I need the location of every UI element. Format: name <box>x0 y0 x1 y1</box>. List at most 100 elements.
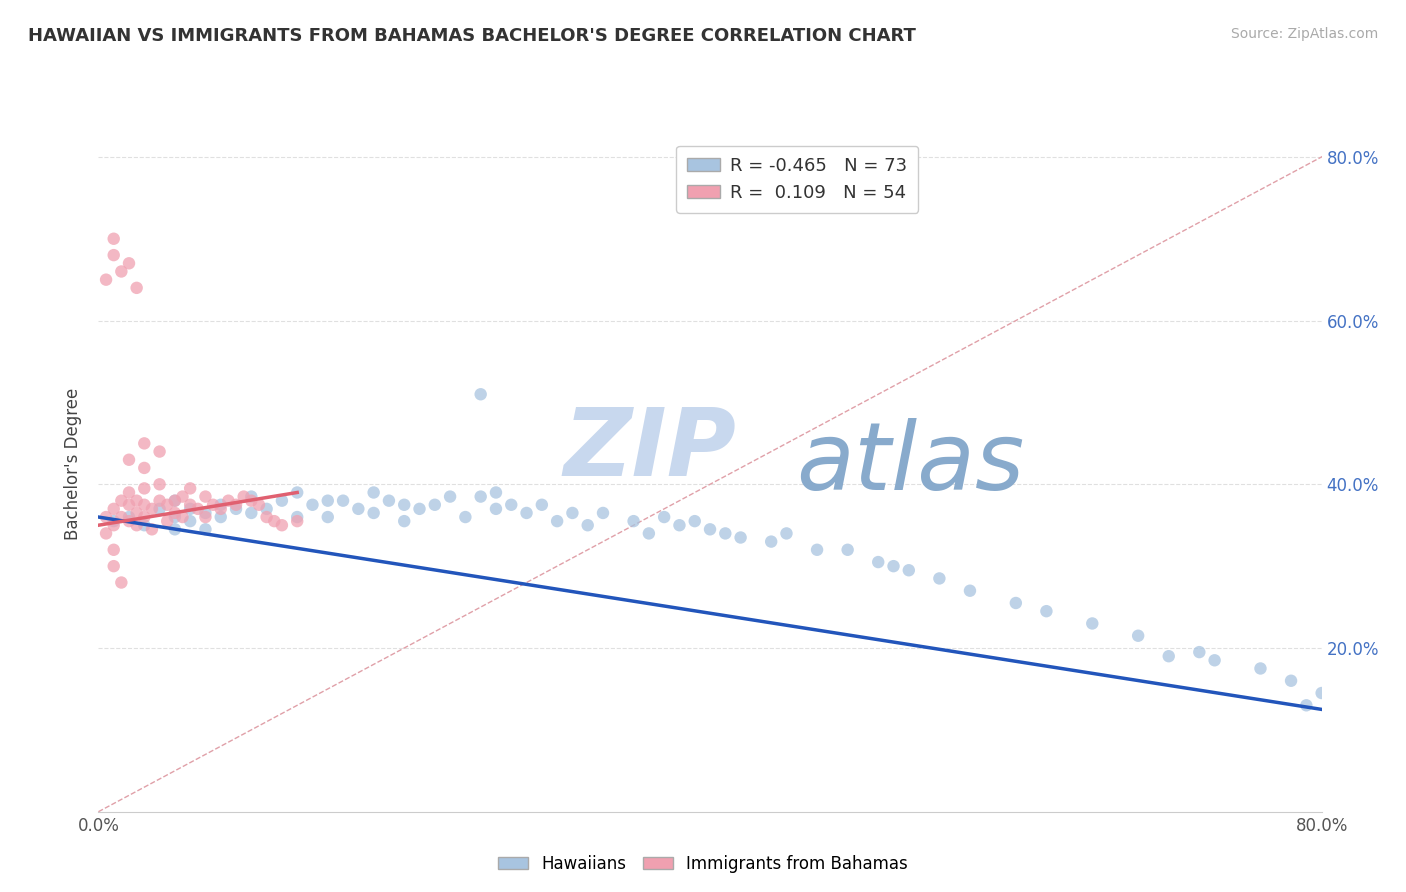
Point <box>247 498 270 512</box>
Point <box>592 506 614 520</box>
Point <box>118 256 141 270</box>
Point <box>103 248 125 262</box>
Point <box>94 526 117 541</box>
Point <box>1128 629 1150 643</box>
Point <box>232 490 254 504</box>
Point <box>699 522 721 536</box>
Point <box>179 482 201 496</box>
Point <box>209 498 232 512</box>
Point <box>806 542 828 557</box>
Point <box>652 510 675 524</box>
Point <box>256 501 278 516</box>
Point <box>172 510 194 524</box>
Point <box>730 531 752 545</box>
Legend: Hawaiians, Immigrants from Bahamas: Hawaiians, Immigrants from Bahamas <box>491 848 915 880</box>
Point <box>118 485 141 500</box>
Point <box>332 493 354 508</box>
Point <box>378 493 401 508</box>
Point <box>134 436 156 450</box>
Point <box>141 501 163 516</box>
Point <box>163 493 186 508</box>
Text: ZIP: ZIP <box>564 404 737 496</box>
Point <box>470 490 492 504</box>
Text: HAWAIIAN VS IMMIGRANTS FROM BAHAMAS BACHELOR'S DEGREE CORRELATION CHART: HAWAIIAN VS IMMIGRANTS FROM BAHAMAS BACH… <box>28 27 915 45</box>
Legend: R = -0.465   N = 73, R =  0.109   N = 54: R = -0.465 N = 73, R = 0.109 N = 54 <box>676 146 918 212</box>
Point <box>392 498 416 512</box>
Point <box>217 493 239 508</box>
Point <box>485 485 508 500</box>
Point <box>1004 596 1026 610</box>
Point <box>94 510 117 524</box>
Point <box>1188 645 1211 659</box>
Point <box>1157 649 1180 664</box>
Point <box>270 518 292 533</box>
Point <box>209 510 232 524</box>
Point <box>134 482 156 496</box>
Point <box>714 526 737 541</box>
Point <box>285 514 308 528</box>
Point <box>103 232 125 246</box>
Point <box>141 522 163 536</box>
Point <box>225 501 247 516</box>
Point <box>125 493 148 508</box>
Point <box>408 501 430 516</box>
Point <box>530 498 553 512</box>
Point <box>134 498 156 512</box>
Point <box>683 514 706 528</box>
Point <box>103 559 125 574</box>
Point <box>837 542 859 557</box>
Point <box>392 514 416 528</box>
Point <box>118 452 141 467</box>
Point <box>285 510 308 524</box>
Point <box>118 498 141 512</box>
Text: Source: ZipAtlas.com: Source: ZipAtlas.com <box>1230 27 1378 41</box>
Point <box>103 518 125 533</box>
Point <box>546 514 568 528</box>
Point <box>134 461 156 475</box>
Point <box>149 493 172 508</box>
Point <box>485 501 508 516</box>
Point <box>149 477 172 491</box>
Point <box>263 514 285 528</box>
Point <box>959 583 981 598</box>
Point <box>637 526 661 541</box>
Point <box>125 281 148 295</box>
Point <box>501 498 523 512</box>
Point <box>623 514 645 528</box>
Point <box>163 522 186 536</box>
Point <box>103 514 125 528</box>
Point <box>759 534 782 549</box>
Point <box>470 387 492 401</box>
Point <box>240 490 263 504</box>
Point <box>194 506 217 520</box>
Point <box>240 506 263 520</box>
Point <box>1249 661 1271 675</box>
Point <box>163 506 186 520</box>
Point <box>125 506 148 520</box>
Point <box>110 510 132 524</box>
Point <box>285 485 308 500</box>
Point <box>172 490 194 504</box>
Point <box>883 559 905 574</box>
Point <box>1310 686 1333 700</box>
Point <box>163 493 186 508</box>
Point <box>179 498 201 512</box>
Point <box>149 501 172 516</box>
Point <box>94 273 117 287</box>
Point <box>576 518 599 533</box>
Point <box>301 498 323 512</box>
Point <box>103 501 125 516</box>
Point <box>187 501 209 516</box>
Point <box>316 493 339 508</box>
Point <box>1279 673 1302 688</box>
Point <box>928 571 950 585</box>
Point <box>1204 653 1226 667</box>
Point <box>110 264 132 278</box>
Point <box>179 501 201 516</box>
Point <box>668 518 690 533</box>
Point <box>1035 604 1057 618</box>
Point <box>897 563 920 577</box>
Point <box>868 555 890 569</box>
Point <box>118 510 141 524</box>
Point <box>439 490 461 504</box>
